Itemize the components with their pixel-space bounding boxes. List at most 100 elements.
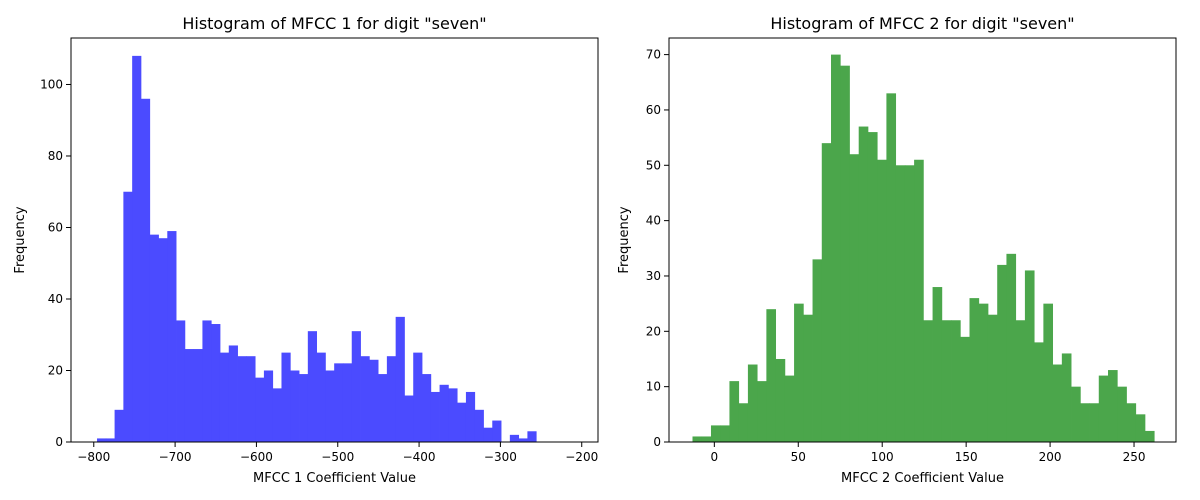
chart-title: Histogram of MFCC 1 for digit "seven" xyxy=(182,14,486,33)
histogram-bar xyxy=(97,438,107,442)
x-tick-label: −400 xyxy=(403,450,436,464)
histogram-bar xyxy=(307,331,318,442)
histogram-bar xyxy=(803,314,813,442)
x-tick-label: −700 xyxy=(159,450,192,464)
x-tick-label: −300 xyxy=(484,450,517,464)
histogram-bar xyxy=(951,320,961,442)
histogram-bar xyxy=(794,303,804,442)
histogram-bar xyxy=(228,345,238,442)
x-tick-label: 250 xyxy=(1123,450,1146,464)
histogram-bar xyxy=(821,143,832,442)
histogram-bar xyxy=(701,436,712,442)
x-tick-label: 50 xyxy=(791,450,806,464)
histogram-bar xyxy=(729,381,740,442)
histogram-bar xyxy=(299,374,309,442)
y-tick-label: 20 xyxy=(646,324,661,338)
histogram-bar xyxy=(509,434,520,442)
histogram-bar xyxy=(149,234,159,442)
histogram-bar xyxy=(1006,253,1017,442)
histogram-bar xyxy=(378,374,388,442)
x-tick-label: 200 xyxy=(1039,450,1062,464)
histogram-bar xyxy=(527,431,537,442)
histogram-bar xyxy=(812,259,823,442)
histogram-bar xyxy=(1144,430,1155,442)
ticks-group: 0 50 100 150 200 250 0 10 20 30 40 50 60 70 xyxy=(646,48,1146,464)
histogram-bar xyxy=(342,363,353,442)
chart-panel-mfcc2: 0 50 100 150 200 250 0 10 20 30 40 50 60 70 Histogram… xyxy=(617,14,1177,486)
histogram-bar xyxy=(123,191,133,442)
histogram-bar xyxy=(193,349,203,442)
histogram-bar xyxy=(439,384,449,442)
histogram-bar xyxy=(1098,375,1109,442)
histogram-bar xyxy=(997,264,1007,442)
histogram-bar xyxy=(895,165,906,443)
histogram-bar xyxy=(867,132,878,442)
histogram-bar xyxy=(413,352,423,442)
histogram-bar xyxy=(849,154,860,442)
histogram-bar xyxy=(351,331,361,442)
x-tick-label: 150 xyxy=(955,450,978,464)
histogram-bar xyxy=(969,298,980,442)
histogram-bar xyxy=(246,356,256,442)
histogram-bar xyxy=(211,324,221,442)
y-tick-label: 100 xyxy=(40,77,63,91)
histogram-bar xyxy=(492,420,502,442)
y-axis-label: Frequency xyxy=(617,206,632,273)
histogram-bar xyxy=(784,375,795,442)
y-tick-label: 60 xyxy=(646,103,661,117)
histogram-bar xyxy=(775,358,786,442)
histogram-bar xyxy=(923,320,933,442)
histogram-bar xyxy=(360,356,370,442)
histogram-bar xyxy=(692,436,703,442)
histogram-bar xyxy=(158,238,168,442)
histogram-bar xyxy=(474,409,484,442)
histogram-bar xyxy=(386,356,397,442)
histogram-bar xyxy=(1024,270,1035,442)
y-tick-label: 70 xyxy=(646,48,661,62)
y-tick-label: 20 xyxy=(48,363,63,377)
chart-title: Histogram of MFCC 2 for digit "seven" xyxy=(770,14,1074,33)
histogram-bar xyxy=(281,352,291,442)
histogram-bar xyxy=(422,374,432,442)
histogram-bar xyxy=(1108,370,1118,442)
histogram-bar xyxy=(167,231,177,442)
chart-panel-mfcc1: −800 −700 −600 −500 −400 −300 −200 0 20 40 60 80 100… xyxy=(13,14,599,486)
histogram-bar xyxy=(886,93,897,442)
histogram-bar xyxy=(237,356,247,442)
histogram-bar xyxy=(325,370,335,442)
histogram-bar xyxy=(404,395,414,442)
x-axis-label: MFCC 1 Coefficient Value xyxy=(253,471,416,486)
x-tick-label: −500 xyxy=(321,450,354,464)
histogram-bar xyxy=(1135,414,1146,442)
histogram-bar xyxy=(457,402,467,442)
y-tick-label: 0 xyxy=(55,435,63,449)
histogram-bar xyxy=(272,388,282,442)
plot-frame xyxy=(668,37,1177,443)
y-tick-label: 40 xyxy=(646,214,661,228)
y-axis-label: Frequency xyxy=(13,206,28,273)
plot-frame xyxy=(70,37,599,443)
histogram-bar xyxy=(710,425,721,442)
histogram-bar xyxy=(1034,342,1044,442)
y-tick-label: 80 xyxy=(48,149,63,163)
histogram-bar xyxy=(932,287,943,442)
histogram-bar xyxy=(202,320,212,442)
histogram-bar xyxy=(105,438,115,442)
histogram-bar xyxy=(465,391,476,442)
histogram-bar xyxy=(255,377,265,442)
histogram-bar xyxy=(448,388,458,442)
histogram-bar xyxy=(114,409,124,442)
histogram-bar xyxy=(941,320,952,442)
histogram-bar xyxy=(184,349,195,442)
histogram-bar xyxy=(987,314,998,442)
histogram-bar xyxy=(766,309,777,442)
histogram-bar xyxy=(219,352,230,442)
histogram-bar xyxy=(334,363,344,442)
histogram-bar xyxy=(290,370,300,442)
y-tick-label: 0 xyxy=(653,435,661,449)
ticks-group: −800 −700 −600 −500 −400 −300 −200 0 20 40 60 80 100 xyxy=(40,77,598,464)
bars-group xyxy=(692,54,1155,443)
histogram-bar xyxy=(877,159,887,442)
histogram-bar xyxy=(1052,364,1063,442)
